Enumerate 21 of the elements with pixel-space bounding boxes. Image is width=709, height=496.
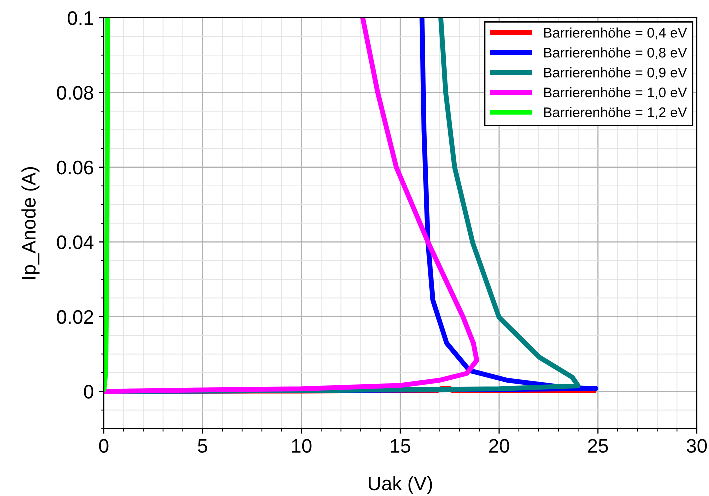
x-tick-label: 0 [99, 439, 109, 454]
line-series [104, 18, 480, 394]
x-tick-label: 20 [490, 439, 510, 454]
legend-label: Barrierenhöhe = 0,8 eV [544, 48, 688, 60]
y-axis-title: Ip_Anode (A) [22, 167, 40, 279]
legend-label: Barrierenhöhe = 0,9 eV [544, 68, 688, 80]
y-tick-label: 0.1 [68, 11, 94, 26]
legend-label: Barrierenhöhe = 1,2 eV [544, 107, 688, 120]
y-tick-label: 0.06 [57, 160, 94, 175]
y-tick-label: 0.08 [57, 86, 94, 100]
y-tick-label: 0 [84, 385, 94, 399]
x-tick-label: 15 [391, 439, 410, 454]
x-tick-label: 10 [292, 439, 312, 454]
x-tick-label: 25 [588, 439, 608, 454]
y-tick-label: 0.02 [57, 310, 94, 324]
legend-label: Barrierenhöhe = 1,0 eV [544, 87, 688, 100]
x-tick-label: 30 [686, 439, 708, 454]
x-axis-title: Uak (V) [369, 476, 432, 494]
x-tick-label: 5 [198, 439, 208, 454]
legend-label: Barrierenhöhe = 0,4 eV [544, 28, 688, 40]
y-tick-label: 0.04 [57, 236, 94, 250]
